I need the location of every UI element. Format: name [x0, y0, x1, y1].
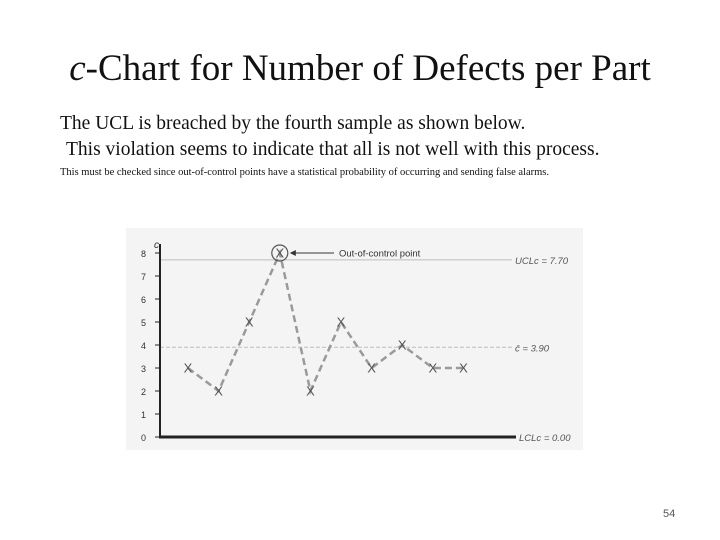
description-note: This must be checked since out-of-contro… — [60, 167, 549, 178]
title-text: -Chart for Number of Defects per Part — [85, 48, 651, 89]
ucl-label: UCLc = 7.70 — [515, 256, 569, 267]
data-point-marker: X — [275, 246, 284, 261]
y-tick-label: 8 — [141, 249, 146, 259]
y-tick-label: 5 — [141, 318, 146, 328]
title-c: c — [69, 48, 86, 89]
y-tick-label: 7 — [141, 272, 146, 282]
lcl-label: LCLc = 0.00 — [519, 433, 571, 444]
data-point-marker: X — [184, 361, 193, 376]
slide-title: c-Chart for Number of Defects per Part — [0, 44, 720, 94]
y-tick-label: 0 — [141, 433, 146, 443]
y-tick-label: 3 — [141, 364, 146, 374]
data-point-marker: X — [306, 384, 315, 399]
data-point-marker: X — [398, 338, 407, 353]
data-point-marker: X — [245, 315, 254, 330]
center-label: c̄ = 3.90 — [515, 343, 550, 354]
annotation-arrow-head — [289, 250, 296, 256]
y-tick-label: 4 — [141, 341, 146, 351]
y-tick-label: 1 — [141, 410, 146, 420]
data-point-marker: X — [214, 384, 223, 399]
data-point-marker: X — [428, 361, 437, 376]
c-chart: 0 1 2 3 4 5 6 7 8 c X X X X X X X X X X Out-of-control point… — [126, 228, 583, 450]
c-chart-svg: 0 1 2 3 4 5 6 7 8c X X X X X X X X X X Out-of-control point… — [141, 240, 571, 444]
y-tick-label: 2 — [141, 387, 146, 397]
page-number: 54 — [663, 508, 676, 520]
y-axis-label: c — [154, 240, 159, 251]
y-tick-label: 6 — [141, 295, 146, 305]
data-point-marker: X — [337, 315, 346, 330]
data-point-marker: X — [459, 361, 468, 376]
annotation-label: Out-of-control point — [339, 249, 421, 260]
out-of-control-circle — [271, 244, 289, 262]
data-point-marker: X — [367, 361, 376, 376]
series-line — [187, 249, 464, 395]
description-line-2: This violation seems to indicate that al… — [66, 139, 600, 160]
description-line-1: The UCL is breached by the fourth sample… — [60, 113, 526, 134]
